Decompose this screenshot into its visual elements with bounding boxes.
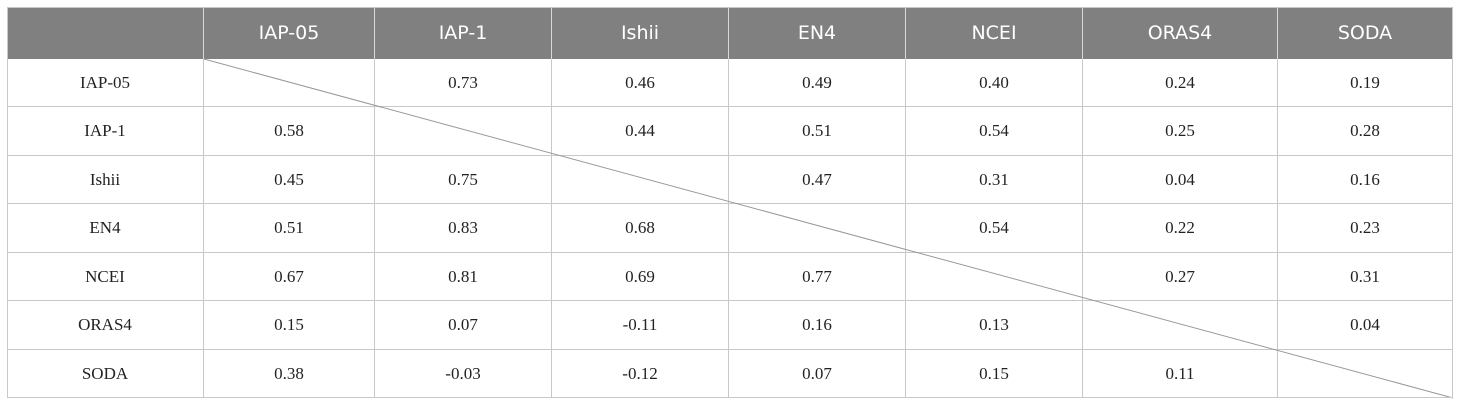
column-header: IAP-1	[375, 7, 552, 59]
value-cell: 0.77	[729, 253, 906, 301]
value-cell: 0.45	[204, 156, 375, 204]
value-cell: 0.75	[375, 156, 552, 204]
value-cell: 0.24	[1083, 59, 1278, 107]
value-cell: 0.04	[1083, 156, 1278, 204]
value-cell: 0.58	[204, 107, 375, 156]
value-cell: 0.16	[1278, 156, 1453, 204]
value-cell: 0.27	[1083, 253, 1278, 301]
row-label: NCEI	[7, 253, 204, 301]
row-label: Ishii	[7, 156, 204, 204]
value-cell: 0.07	[375, 301, 552, 350]
value-cell: 0.49	[729, 59, 906, 107]
column-header: SODA	[1278, 7, 1453, 59]
value-cell: 0.51	[729, 107, 906, 156]
value-cell: 0.47	[729, 156, 906, 204]
value-cell: 0.73	[375, 59, 552, 107]
column-header: NCEI	[906, 7, 1083, 59]
header-corner	[7, 7, 204, 59]
value-cell: 0.38	[204, 350, 375, 398]
value-cell: 0.23	[1278, 204, 1453, 253]
value-cell: 0.46	[552, 59, 729, 107]
value-cell: 0.44	[552, 107, 729, 156]
value-cell: 0.51	[204, 204, 375, 253]
value-cell: 0.54	[906, 204, 1083, 253]
row-label: ORAS4	[7, 301, 204, 350]
row-label: SODA	[7, 350, 204, 398]
value-cell: 0.54	[906, 107, 1083, 156]
value-cell: 0.31	[906, 156, 1083, 204]
empty-cell	[906, 253, 1083, 301]
column-header: ORAS4	[1083, 7, 1278, 59]
value-cell: 0.81	[375, 253, 552, 301]
value-cell: -0.12	[552, 350, 729, 398]
row-label: IAP-05	[7, 59, 204, 107]
value-cell: 0.67	[204, 253, 375, 301]
value-cell: -0.11	[552, 301, 729, 350]
column-header: Ishii	[552, 7, 729, 59]
value-cell: 0.07	[729, 350, 906, 398]
value-cell: 0.31	[1278, 253, 1453, 301]
value-cell: 0.04	[1278, 301, 1453, 350]
value-cell: 0.11	[1083, 350, 1278, 398]
value-cell: 0.13	[906, 301, 1083, 350]
value-cell: 0.19	[1278, 59, 1453, 107]
row-label: EN4	[7, 204, 204, 253]
value-cell: 0.28	[1278, 107, 1453, 156]
row-label: IAP-1	[7, 107, 204, 156]
column-header: IAP-05	[204, 7, 375, 59]
value-cell: -0.03	[375, 350, 552, 398]
value-cell: 0.83	[375, 204, 552, 253]
value-cell: 0.15	[204, 301, 375, 350]
empty-cell	[375, 107, 552, 156]
value-cell: 0.25	[1083, 107, 1278, 156]
empty-cell	[1083, 301, 1278, 350]
empty-cell	[204, 59, 375, 107]
value-cell: 0.69	[552, 253, 729, 301]
column-header: EN4	[729, 7, 906, 59]
empty-cell	[552, 156, 729, 204]
empty-cell	[729, 204, 906, 253]
value-cell: 0.68	[552, 204, 729, 253]
value-cell: 0.15	[906, 350, 1083, 398]
value-cell: 0.16	[729, 301, 906, 350]
value-cell: 0.22	[1083, 204, 1278, 253]
value-cell: 0.40	[906, 59, 1083, 107]
empty-cell	[1278, 350, 1453, 398]
